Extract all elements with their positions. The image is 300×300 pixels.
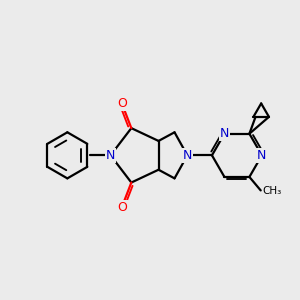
Text: N: N <box>106 149 115 162</box>
Text: N: N <box>220 127 229 140</box>
Text: O: O <box>117 97 127 110</box>
Text: N: N <box>257 149 267 162</box>
Text: CH₃: CH₃ <box>262 187 282 196</box>
Text: N: N <box>183 149 192 162</box>
Text: O: O <box>117 201 127 214</box>
